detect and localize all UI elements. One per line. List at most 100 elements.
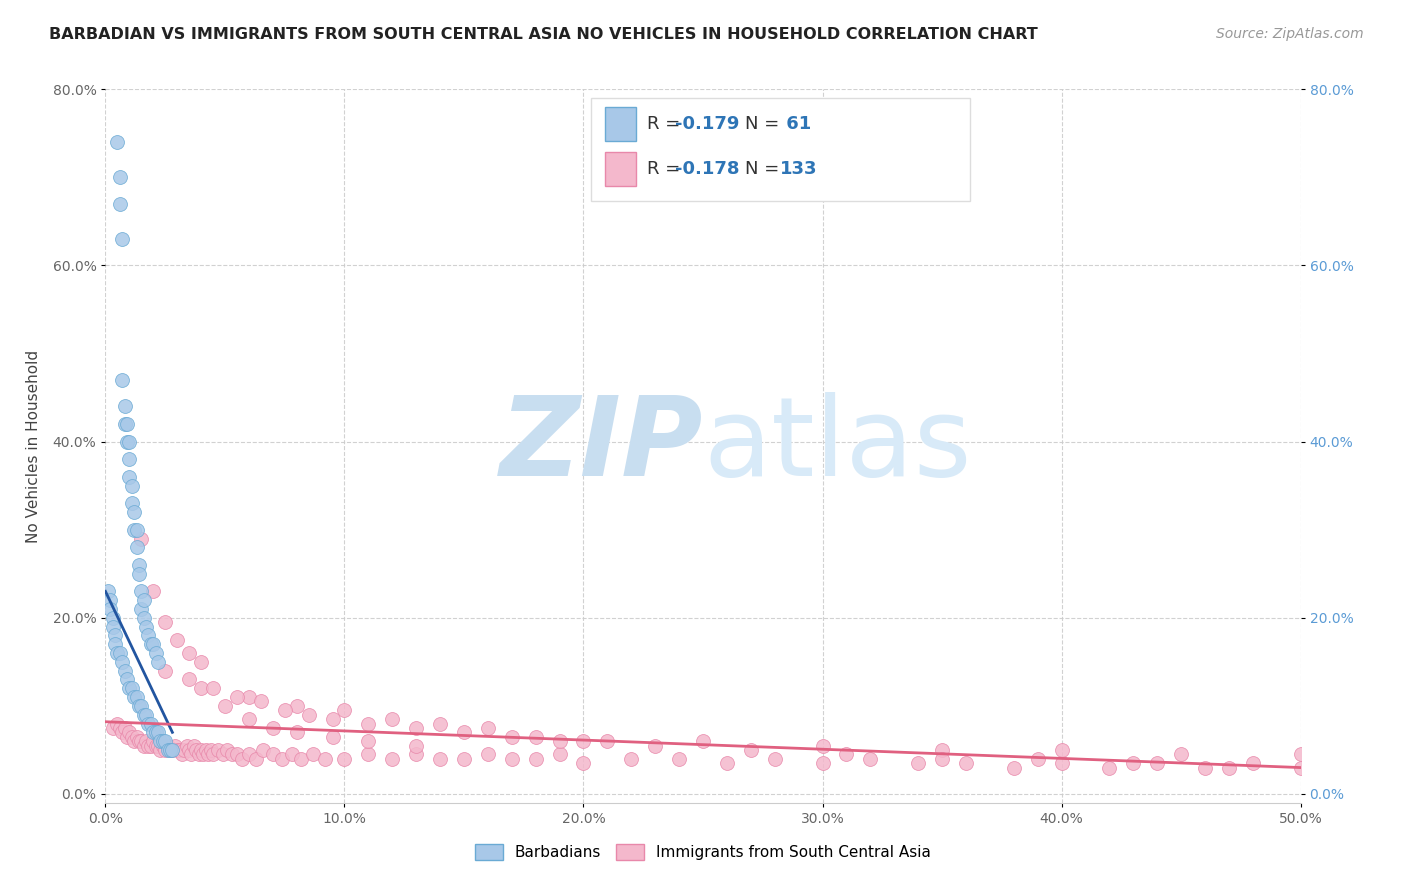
- Point: [321, 712, 344, 726]
- Point: [931, 752, 953, 766]
- Point: [262, 747, 284, 762]
- Point: [183, 739, 205, 753]
- Point: [231, 752, 253, 766]
- Point: [225, 747, 249, 762]
- Point: [285, 725, 308, 739]
- Point: [122, 523, 145, 537]
- Point: [118, 725, 141, 739]
- Point: [129, 532, 153, 546]
- Point: [101, 619, 124, 633]
- Point: [187, 747, 209, 762]
- Point: [108, 721, 131, 735]
- Point: [200, 743, 222, 757]
- Text: -0.179: -0.179: [675, 115, 740, 133]
- Point: [162, 743, 184, 757]
- Point: [190, 655, 212, 669]
- Point: [114, 400, 136, 414]
- Point: [620, 752, 643, 766]
- Point: [108, 646, 131, 660]
- Point: [122, 690, 145, 704]
- Point: [262, 721, 284, 735]
- Text: R =: R =: [647, 160, 686, 178]
- Text: N =: N =: [745, 115, 785, 133]
- Point: [108, 196, 131, 211]
- Point: [159, 743, 181, 757]
- Point: [357, 747, 380, 762]
- Point: [302, 747, 325, 762]
- Point: [955, 756, 977, 771]
- Point: [121, 730, 143, 744]
- Point: [177, 743, 201, 757]
- Point: [548, 734, 571, 748]
- Point: [129, 584, 153, 599]
- Point: [162, 743, 184, 757]
- Point: [115, 730, 138, 744]
- Point: [97, 584, 120, 599]
- Point: [129, 698, 153, 713]
- Point: [156, 743, 179, 757]
- Point: [173, 743, 195, 757]
- Point: [1050, 756, 1073, 771]
- Point: [138, 739, 160, 753]
- Point: [125, 690, 148, 704]
- Point: [115, 673, 138, 687]
- Point: [177, 673, 201, 687]
- Point: [114, 417, 136, 431]
- Point: [811, 739, 834, 753]
- Point: [1241, 756, 1264, 771]
- Point: [252, 743, 274, 757]
- Point: [107, 135, 129, 149]
- Point: [524, 752, 547, 766]
- Point: [139, 637, 162, 651]
- Point: [122, 734, 145, 748]
- Point: [149, 734, 172, 748]
- Point: [225, 690, 249, 704]
- Point: [859, 752, 882, 766]
- Point: [202, 747, 225, 762]
- Point: [118, 681, 141, 696]
- Point: [692, 734, 714, 748]
- Point: [145, 646, 167, 660]
- Point: [111, 655, 134, 669]
- Point: [138, 716, 160, 731]
- Point: [381, 712, 404, 726]
- Point: [142, 734, 165, 748]
- Point: [357, 734, 380, 748]
- Point: [108, 170, 131, 185]
- Point: [740, 743, 762, 757]
- Point: [214, 698, 236, 713]
- Point: [139, 716, 162, 731]
- Point: [477, 721, 499, 735]
- Point: [1194, 760, 1216, 774]
- Text: ZIP: ZIP: [499, 392, 703, 500]
- Point: [811, 756, 834, 771]
- Point: [716, 756, 738, 771]
- Point: [129, 602, 153, 616]
- Point: [114, 664, 136, 678]
- Point: [211, 747, 233, 762]
- Point: [1002, 760, 1025, 774]
- Point: [111, 373, 134, 387]
- Point: [101, 611, 124, 625]
- Point: [153, 664, 177, 678]
- Point: [285, 698, 308, 713]
- Point: [381, 752, 404, 766]
- Point: [1289, 747, 1312, 762]
- Point: [132, 707, 155, 722]
- Point: [163, 739, 186, 753]
- Point: [501, 752, 523, 766]
- Point: [405, 747, 427, 762]
- Point: [121, 496, 143, 510]
- Point: [118, 470, 141, 484]
- Point: [122, 505, 145, 519]
- Point: [142, 637, 165, 651]
- Point: [166, 632, 188, 647]
- Point: [111, 725, 134, 739]
- Point: [125, 523, 148, 537]
- Text: 133: 133: [780, 160, 818, 178]
- Point: [114, 721, 136, 735]
- Point: [132, 739, 155, 753]
- Point: [145, 725, 167, 739]
- Point: [135, 619, 157, 633]
- Point: [166, 743, 188, 757]
